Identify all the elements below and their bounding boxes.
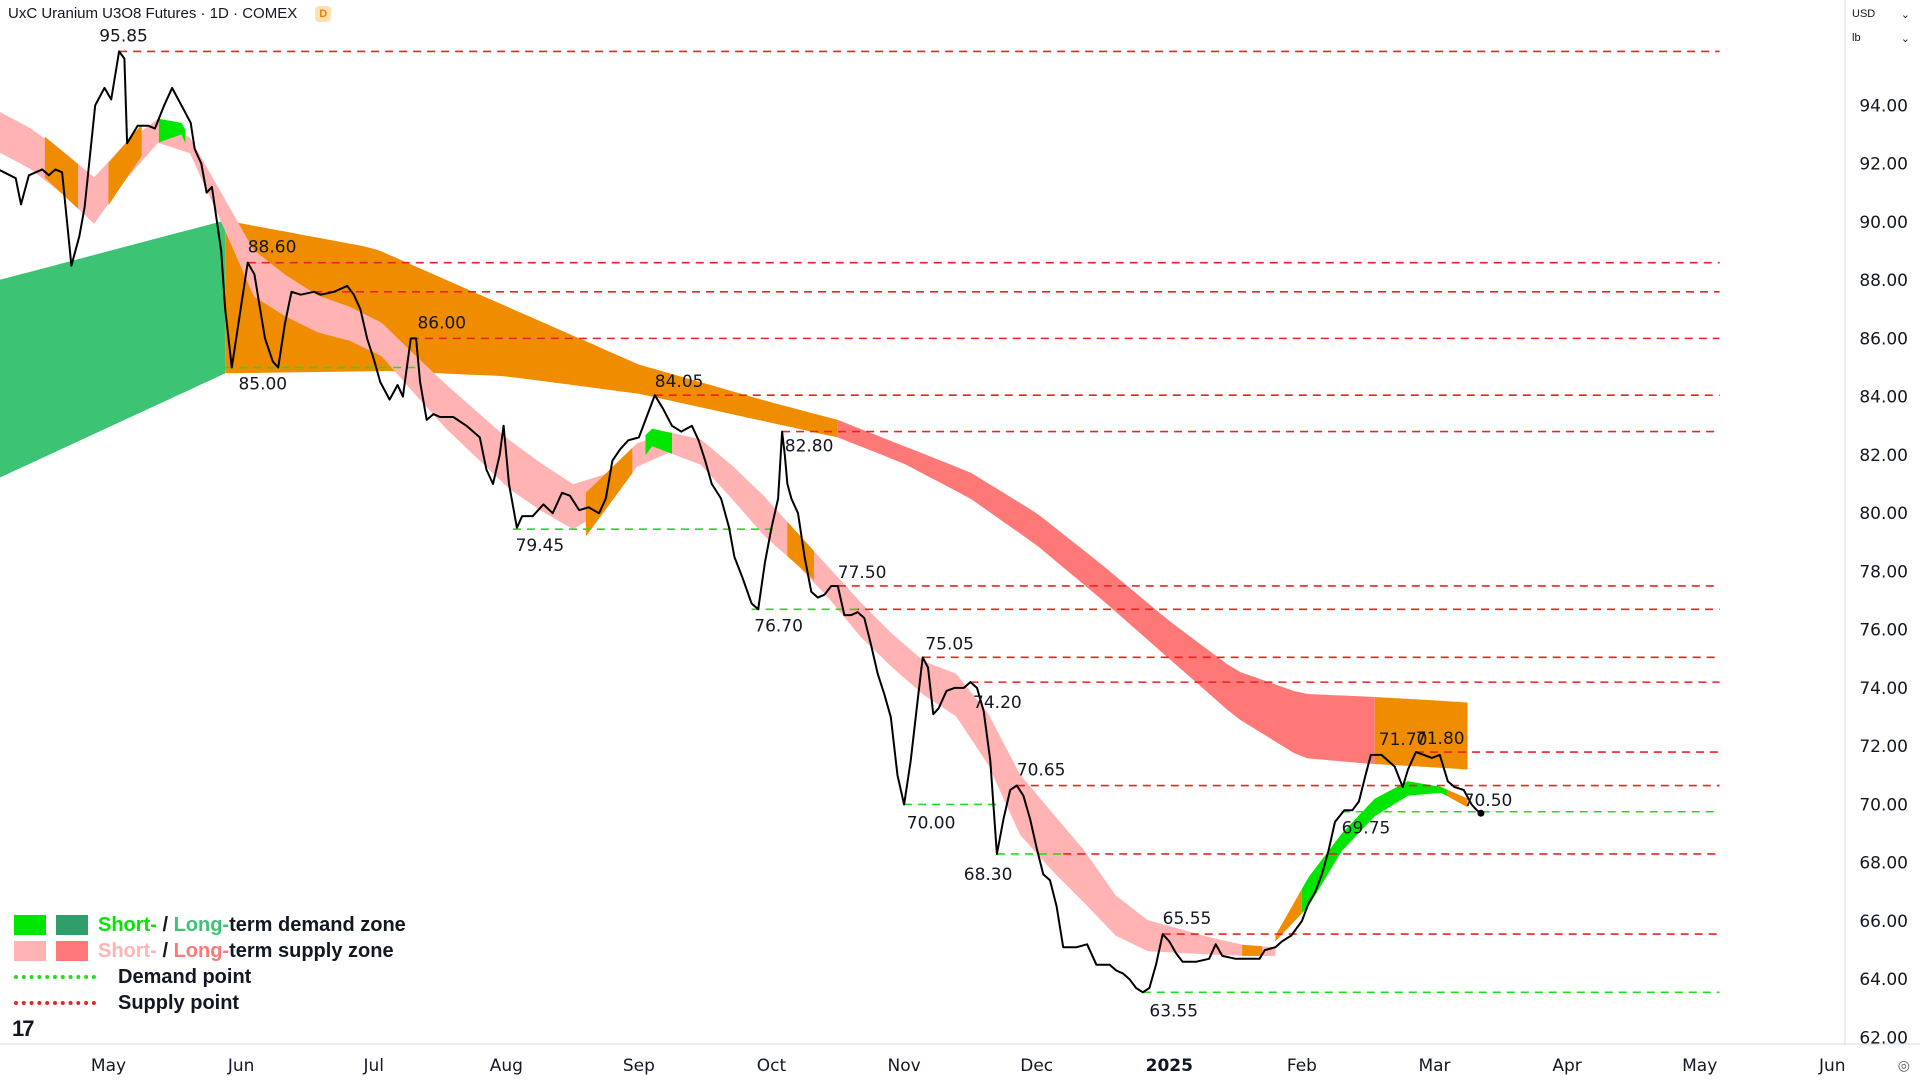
legend-slash: /: [156, 939, 174, 962]
x-tick-label: May: [1682, 1056, 1717, 1076]
legend-supply-point: Supply point: [14, 990, 406, 1016]
legend-long-label: Long-: [173, 913, 230, 936]
x-tick-label: Oct: [757, 1056, 787, 1076]
legend-demand-text: term demand zone: [229, 913, 406, 936]
price-line: [0, 50, 1482, 994]
legend-supply-point-text: Supply point: [118, 991, 240, 1014]
level-label: 69.75: [1342, 819, 1391, 839]
long-supply-swatch: [56, 941, 88, 961]
x-tick-label: Aug: [490, 1056, 523, 1076]
short-supply-transition: [108, 124, 142, 206]
y-tick-label: 92.00: [1859, 155, 1908, 175]
y-tick-label: 82.00: [1859, 446, 1908, 466]
y-tick-label: 90.00: [1859, 213, 1908, 233]
y-tick-label: 66.00: [1859, 912, 1908, 932]
level-label: 65.55: [1163, 909, 1212, 929]
delayed-badge[interactable]: D: [315, 5, 332, 22]
chart-header: UxC Uranium U3O8 Futures · 1D · COMEX D: [8, 5, 332, 22]
level-label: 70.65: [1017, 761, 1066, 781]
x-tick-label: Sep: [623, 1056, 655, 1076]
chart-legend: Short- / Long- term demand zone Short- /…: [14, 912, 406, 1016]
legend-slash: /: [156, 913, 174, 936]
last-price-dot: [1477, 809, 1485, 817]
long-demand-zone: [0, 220, 226, 478]
short-supply-transition: [1242, 944, 1263, 956]
legend-supply-zone: Short- / Long- term supply zone: [14, 938, 406, 964]
short-demand-zone: [1301, 781, 1448, 914]
legend-supply-text: term supply zone: [229, 939, 394, 962]
x-tick-label: Nov: [888, 1056, 921, 1076]
long-supply-zone-transition: [225, 220, 838, 438]
tradingview-logo[interactable]: 17: [12, 1016, 35, 1041]
settings-icon[interactable]: ◎: [1897, 1057, 1910, 1073]
level-label: 74.20: [973, 693, 1022, 713]
long-demand-swatch: [56, 915, 88, 935]
y-tick-label: 88.00: [1859, 271, 1908, 291]
short-supply-zone: [0, 112, 1276, 956]
plot-area: [0, 50, 1720, 994]
x-tick-label: Apr: [1552, 1056, 1581, 1076]
supply-point-swatch: [14, 1001, 96, 1005]
y-tick-label: 76.00: [1859, 621, 1908, 641]
y-tick-label: 86.00: [1859, 329, 1908, 349]
level-label: 76.70: [754, 616, 803, 636]
x-tick-label: Jul: [362, 1056, 384, 1076]
level-label: 71.70: [1379, 730, 1428, 750]
unit-label: lb: [1852, 32, 1861, 44]
y-tick-label: 68.00: [1859, 854, 1908, 874]
level-label: 84.05: [655, 372, 704, 392]
legend-demand-point: Demand point: [14, 964, 406, 990]
level-label: 75.05: [925, 634, 974, 654]
demand-point-swatch: [14, 975, 96, 979]
level-label: 79.45: [516, 536, 565, 556]
x-tick-label: Jun: [1818, 1056, 1846, 1076]
short-demand-zone: [645, 428, 672, 456]
legend-short-label: Short-: [98, 939, 157, 962]
short-demand-zone: [158, 118, 186, 144]
legend-short-label: Short-: [98, 913, 157, 936]
level-label: 86.00: [417, 313, 466, 333]
x-tick-label: Mar: [1418, 1056, 1450, 1076]
y-tick-label: 94.00: [1859, 96, 1908, 116]
legend-long-label: Long-: [173, 939, 230, 962]
level-label: 68.30: [964, 865, 1013, 885]
level-label: 71.80: [1416, 729, 1465, 749]
x-tick-label: Feb: [1287, 1056, 1317, 1076]
symbol-title[interactable]: UxC Uranium U3O8 Futures · 1D · COMEX: [8, 5, 298, 22]
currency-selector[interactable]: USD ⌄: [1848, 4, 1914, 24]
legend-demand-zone: Short- / Long- term demand zone: [14, 912, 406, 938]
level-label: 70.50: [1464, 791, 1513, 811]
y-tick-label: 74.00: [1859, 679, 1908, 699]
level-label: 88.60: [248, 238, 297, 258]
level-label: 70.00: [907, 813, 956, 833]
y-tick-label: 78.00: [1859, 562, 1908, 582]
y-tick-label: 72.00: [1859, 737, 1908, 757]
y-tick-label: 64.00: [1859, 970, 1908, 990]
short-demand-transition: [1447, 789, 1468, 808]
legend-demand-point-text: Demand point: [118, 965, 252, 988]
short-supply-swatch: [14, 941, 46, 961]
level-label: 95.85: [99, 26, 148, 46]
y-tick-label: 80.00: [1859, 504, 1908, 524]
unit-selector[interactable]: lb ⌄: [1848, 28, 1914, 48]
x-tick-label: Jun: [227, 1056, 255, 1076]
currency-label: USD: [1852, 8, 1876, 20]
y-tick-label: 84.00: [1859, 388, 1908, 408]
short-demand-transition: [1275, 888, 1302, 942]
y-tick-label: 62.00: [1859, 1029, 1908, 1049]
short-supply-transition: [585, 447, 633, 537]
level-label: 85.00: [238, 375, 287, 395]
long-supply-zone: [837, 419, 1375, 764]
x-tick-label: Dec: [1020, 1056, 1053, 1076]
chevron-down-icon: ⌄: [1900, 8, 1910, 21]
level-label: 77.50: [838, 563, 887, 583]
x-tick-label: May: [91, 1056, 126, 1076]
x-tick-label: 2025: [1146, 1056, 1193, 1076]
short-demand-swatch: [14, 915, 46, 935]
level-label: 63.55: [1149, 1001, 1198, 1021]
y-tick-label: 70.00: [1859, 795, 1908, 815]
chevron-down-icon: ⌄: [1900, 32, 1910, 45]
level-label: 82.80: [785, 437, 834, 457]
